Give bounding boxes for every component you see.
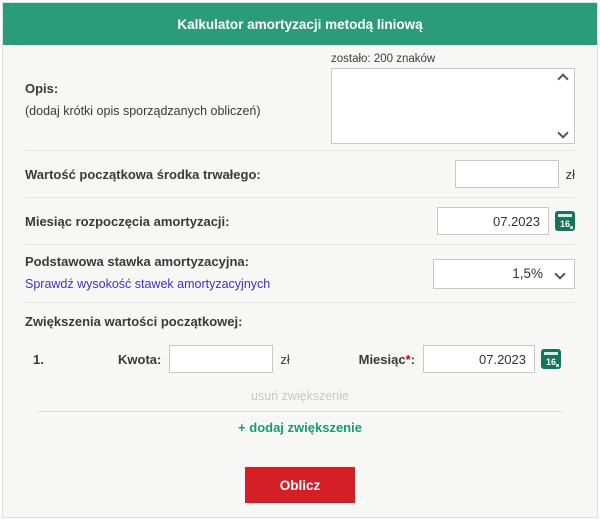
initial-value-input[interactable] [454,160,559,188]
remove-increase-link[interactable]: usuń zwiększenie [251,389,349,403]
increase-month-group: Miesiąc*: 16 [359,345,561,373]
divider [25,244,575,245]
divider [25,302,575,303]
rate-select[interactable]: 1,5% [433,258,575,289]
page-title: Kalkulator amortyzacji metodą liniową [177,16,423,32]
initial-value-label: Wartość początkowa środka trwałego: [25,166,261,182]
start-month-row: Miesiąc rozpoczęcia amortyzacji: 16 [25,198,575,244]
increase-row: 1. Kwota: zł Miesiąc*: 16 [25,331,575,375]
calendar-day-label: 16 [559,219,570,229]
submit-row: Oblicz [25,441,575,503]
rate-selected-value: 1,5% [512,266,543,281]
calendar-day-label: 16 [545,357,556,367]
rate-row: Podstawowa stawka amortyzacyjna: Sprawdź… [25,245,575,302]
increase-amount-input[interactable] [169,345,274,373]
form-body: Opis: (dodaj krótki opis sporządzanych o… [3,45,597,503]
divider [25,150,575,151]
add-increase-link[interactable]: + dodaj zwiększenie [238,420,362,435]
currency-suffix: zł [565,166,575,182]
currency-suffix: zł [280,351,290,367]
chars-remaining-label: zostało: 200 znaków [331,53,436,65]
increases-section-label: Zwiększenia wartości początkowej: [25,314,243,329]
calculate-button[interactable]: Oblicz [245,467,355,503]
calendar-icon[interactable]: 16 [555,211,575,231]
rate-labels: Podstawowa stawka amortyzacyjna: Sprawdź… [25,254,270,293]
required-asterisk: * [405,351,411,367]
increase-month-input[interactable] [423,345,535,373]
description-labels: Opis: (dodaj krótki opis sporządzanych o… [25,53,331,144]
rate-check-link[interactable]: Sprawdź wysokość stawek amortyzacyjnych [25,277,271,291]
divider [25,197,575,198]
chevron-down-icon [554,267,566,280]
increase-month-label: Miesiąc*: [359,352,415,367]
initial-value-group: zł [454,160,575,188]
rate-label: Podstawowa stawka amortyzacyjna: [25,254,249,269]
start-month-label: Miesiąc rozpoczęcia amortyzacji: [25,213,230,229]
description-row: Opis: (dodaj krótki opis sporządzanych o… [25,45,575,150]
description-label: Opis: [25,81,59,96]
increase-row-index: 1. [33,351,44,367]
description-textarea-frame [331,68,575,144]
divider [37,411,563,412]
description-field: zostało: 200 znaków [331,53,575,144]
increase-amount-group: Kwota: zł [118,345,290,373]
calendar-icon[interactable]: 16 [541,349,561,369]
header-bar: Kalkulator amortyzacji metodą liniową [3,3,597,45]
month-label-colon: : [410,351,415,367]
start-month-group: 16 [437,207,575,235]
month-label-text: Miesiąc [358,351,406,367]
description-textarea[interactable] [332,69,574,143]
initial-value-row: Wartość początkowa środka trwałego: zł [25,151,575,197]
amount-label: Kwota: [118,351,162,367]
description-hint: (dodaj krótki opis sporządzanych oblicze… [25,104,261,118]
start-month-input[interactable] [437,207,549,235]
